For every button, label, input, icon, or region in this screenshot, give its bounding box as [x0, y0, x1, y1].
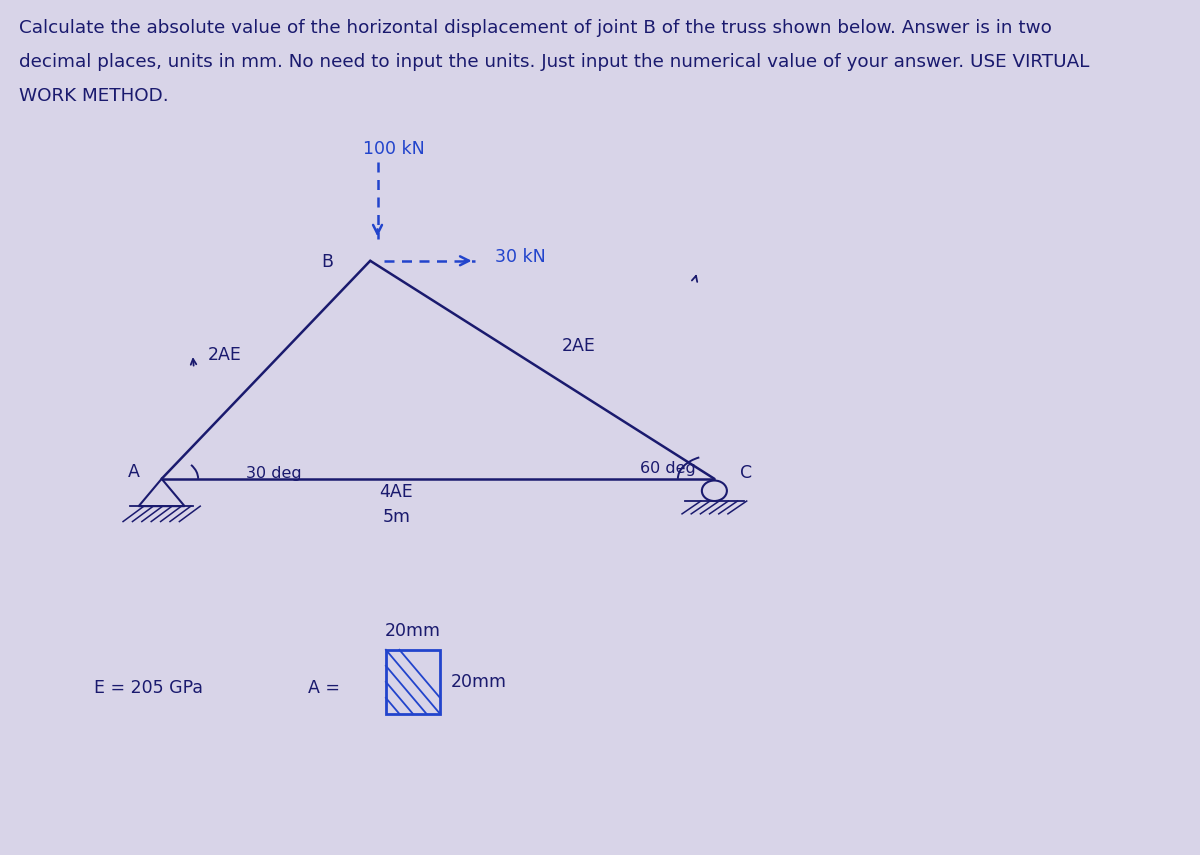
Text: 100 kN: 100 kN: [362, 140, 425, 158]
Bar: [386, 650, 440, 714]
Text: E = 205 GPa: E = 205 GPa: [94, 679, 203, 698]
Text: 2AE: 2AE: [562, 337, 595, 356]
Text: C: C: [740, 463, 752, 482]
Text: 20mm: 20mm: [450, 673, 506, 691]
Text: B: B: [322, 252, 334, 271]
Text: 2AE: 2AE: [208, 345, 241, 364]
Text: 30 deg: 30 deg: [246, 466, 301, 481]
Text: decimal places, units in mm. No need to input the units. Just input the numerica: decimal places, units in mm. No need to …: [19, 53, 1090, 71]
Text: 60 deg: 60 deg: [641, 461, 696, 476]
Text: 30 kN: 30 kN: [496, 247, 546, 266]
Text: 5m: 5m: [383, 508, 410, 527]
Text: A: A: [127, 463, 139, 481]
Text: Calculate the absolute value of the horizontal displacement of joint B of the tr: Calculate the absolute value of the hori…: [19, 19, 1051, 37]
Text: A =: A =: [307, 679, 340, 698]
Text: 4AE: 4AE: [379, 482, 413, 501]
Text: 20mm: 20mm: [385, 622, 440, 640]
Text: WORK METHOD.: WORK METHOD.: [19, 87, 168, 105]
